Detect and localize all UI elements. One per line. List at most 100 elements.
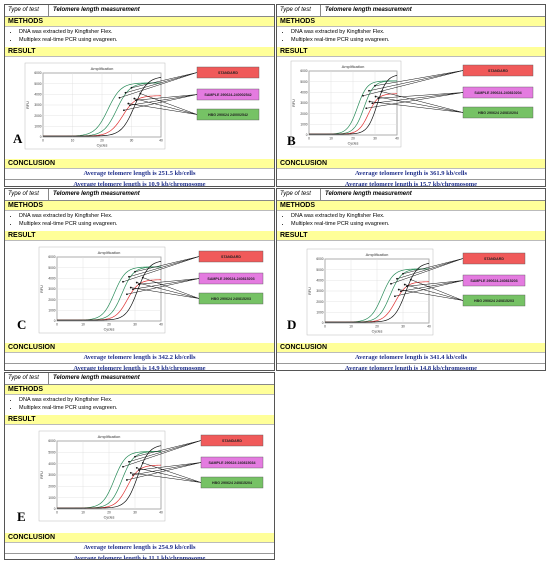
y-tick-label: 2000 [34,114,41,118]
y-axis-label: RFU [292,99,296,107]
callout-point [406,285,408,288]
callout-point [377,97,380,100]
chart-title: Amplification [366,252,389,257]
callout-line [368,70,464,92]
x-tick-label: 40 [159,511,163,515]
callout-point [129,286,132,289]
y-tick-label: 1000 [48,496,55,500]
result-heading: RESULT [5,415,274,425]
callout-point [135,466,138,469]
x-tick-label: 0 [308,137,310,141]
y-tick-label: 6000 [48,439,55,443]
y-tick-label: 5000 [48,451,55,455]
methods-list: DNA was extracted by Kingfisher Flex.Mul… [5,211,274,231]
callout-line [126,278,200,295]
conclusion-chromosome-text: Average telomere length is 10.9 kb/chrom… [73,181,206,187]
x-tick-label: 20 [107,323,111,327]
x-tick-label: 10 [81,511,85,515]
amplification-chart: Amplification 0 1000 2000 3000 4000 5000 6000 0 1… [38,430,264,522]
callout-line [134,440,202,457]
y-tick-label: 4000 [300,91,307,95]
y-axis-label: RFU [26,101,30,109]
test-type-label: Type of test [277,5,321,16]
test-type-label: Type of test [5,5,49,16]
callout-point [122,465,124,468]
standard-box-label: STANDARD [484,257,504,261]
callout-line [404,284,464,301]
callout-line [128,440,202,462]
x-tick-label: 40 [427,325,431,329]
test-type-header: Type of test Telomere length measurement [277,189,545,201]
test-type-value: Telomere length measurement [53,375,140,381]
chart-title: Amplification [98,434,121,439]
callout-line [398,289,464,301]
x-tick-label: 20 [107,511,111,515]
methods-heading: METHODS [5,201,274,211]
y-tick-label: 5000 [34,82,41,86]
callout-point [394,295,396,298]
y-tick-label: 0 [54,319,56,323]
callout-point [134,455,136,458]
methods-heading: METHODS [277,17,545,27]
y-tick-label: 6000 [48,255,55,259]
hbg-box-label: HBG 290624 240815203 [474,299,514,303]
sample-box [196,88,260,101]
test-type-label: Type of test [277,189,321,200]
callout-line [122,256,200,283]
standard-box [198,250,264,263]
callout-point [138,469,140,471]
callout-line [136,282,200,299]
y-axis-label: RFU [40,471,44,479]
callout-point [380,90,383,93]
callout-line [138,462,202,471]
panel-letter: C [17,317,27,332]
conclusion-divider [5,179,274,180]
conclusion-chromosome-text: Average telomere length is 15.7 kb/chrom… [344,181,478,187]
conclusion-cells-text: Average telomere length is 254.9 kb/cell… [83,544,196,551]
x-tick-label: 0 [324,325,326,329]
method-item: Multiplex real-time PCR using evagreen. [19,404,274,412]
methods-list: DNA was extracted by Kingfisher Flex.Mul… [277,211,545,231]
callout-point [128,460,130,463]
result-area: Amplification 0 1000 2000 3000 4000 5000 6000 0 1… [5,425,274,533]
sample-box [200,456,264,469]
hbg-box [200,476,264,489]
callout-point [128,275,130,278]
y-tick-label: 4000 [34,93,41,97]
callout-line [126,462,202,481]
standard-box-label: STANDARD [221,255,241,259]
callout-line [142,277,200,299]
sample-box [198,272,264,285]
report-panel-d: Type of test Telomere length measurement M… [276,188,546,371]
method-item: DNA was extracted by Kingfisher Flex. [291,212,545,220]
callout-line [131,72,198,89]
hbg-box [462,294,526,307]
callout-point [374,95,377,98]
conclusion-divider [277,363,545,364]
result-area: Amplification 0 1000 2000 3000 4000 5000 6000 0 1… [277,57,545,159]
amplification-curve-hbg [57,445,162,509]
y-tick-label: 3000 [48,287,55,291]
test-type-header: Type of test Telomere length measurement [5,5,274,17]
x-tick-label: 20 [351,137,355,141]
method-item: Multiplex real-time PCR using evagreen. [291,220,545,228]
callout-point [122,280,124,283]
callout-point [138,283,140,286]
panel-letter: D [287,317,297,332]
callout-line [410,279,464,301]
panel-letter: E [17,509,26,524]
y-tick-label: 2000 [48,298,55,302]
x-axis-label: Cycles [348,142,359,146]
y-tick-label: 3000 [300,101,307,105]
conclusion-chromosome-text: Average telomere length is 11.1 kb/chrom… [73,555,206,560]
y-tick-label: 1000 [34,125,41,129]
panel-letter: A [13,131,23,146]
x-tick-label: 0 [56,323,58,327]
x-axis-label: Cycles [97,144,108,148]
callout-point [362,94,364,97]
callout-point [365,107,368,110]
x-tick-label: 30 [133,323,137,327]
result-heading: RESULT [277,47,545,57]
callout-line [369,101,464,113]
method-item: DNA was extracted by Kingfisher Flex. [19,396,274,404]
